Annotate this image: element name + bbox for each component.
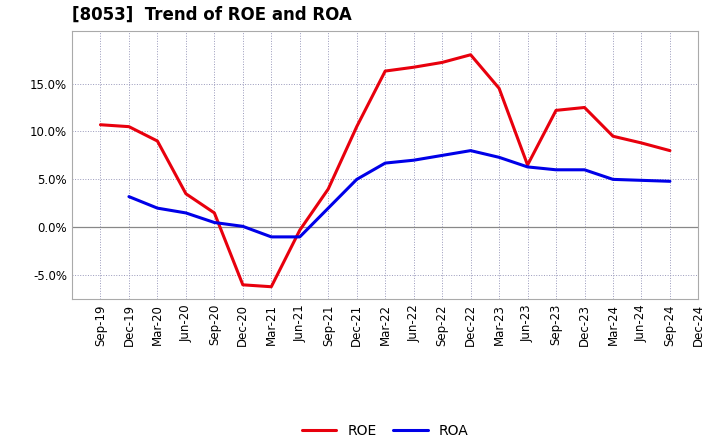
ROE: [238, 282, 247, 287]
ROE: [181, 191, 190, 196]
ROE: [96, 122, 105, 128]
ROE: [495, 86, 503, 91]
ROA: [125, 194, 133, 199]
ROE: [153, 139, 162, 144]
ROA: [352, 177, 361, 182]
ROA: [381, 161, 390, 166]
ROA: [495, 155, 503, 160]
Line: ROE: ROE: [101, 55, 670, 287]
ROE: [665, 148, 674, 153]
ROA: [665, 179, 674, 184]
ROE: [637, 140, 646, 146]
ROE: [552, 108, 560, 113]
ROE: [438, 60, 446, 65]
ROA: [438, 153, 446, 158]
ROE: [523, 162, 532, 168]
ROA: [410, 158, 418, 163]
ROA: [238, 224, 247, 229]
ROE: [210, 210, 219, 216]
ROA: [608, 177, 617, 182]
ROA: [552, 167, 560, 172]
ROE: [467, 52, 475, 57]
ROE: [267, 284, 276, 290]
ROA: [153, 205, 162, 211]
Line: ROA: ROA: [129, 150, 670, 237]
ROE: [295, 227, 304, 233]
ROE: [608, 134, 617, 139]
ROA: [324, 205, 333, 211]
ROA: [523, 164, 532, 169]
Text: [8053]  Trend of ROE and ROA: [8053] Trend of ROE and ROA: [72, 6, 352, 24]
ROE: [125, 124, 133, 129]
ROE: [381, 68, 390, 73]
ROA: [181, 210, 190, 216]
ROA: [267, 234, 276, 239]
ROA: [295, 234, 304, 239]
ROA: [580, 167, 589, 172]
ROE: [324, 186, 333, 191]
ROA: [637, 178, 646, 183]
ROE: [352, 124, 361, 129]
ROE: [580, 105, 589, 110]
ROE: [410, 65, 418, 70]
Legend: ROE, ROA: ROE, ROA: [296, 419, 474, 440]
ROA: [467, 148, 475, 153]
ROA: [210, 220, 219, 225]
